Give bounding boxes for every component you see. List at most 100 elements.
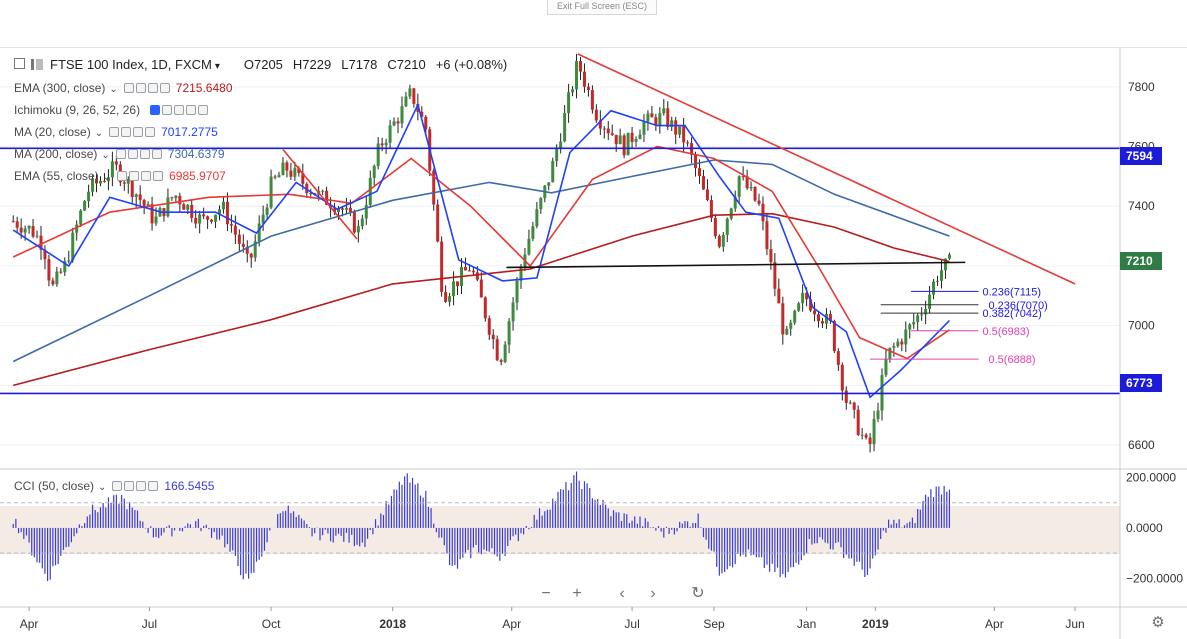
zoom-in-button[interactable]: + bbox=[566, 584, 588, 606]
candle-body bbox=[928, 294, 932, 309]
candle-body bbox=[733, 196, 737, 209]
close-icon[interactable] bbox=[148, 481, 159, 491]
eye-icon[interactable] bbox=[123, 83, 134, 93]
candle-body bbox=[420, 111, 424, 117]
candle-body bbox=[321, 190, 325, 192]
candle-body bbox=[896, 341, 900, 347]
candle-body bbox=[448, 296, 452, 302]
candle-body bbox=[436, 204, 440, 242]
candle-body bbox=[713, 217, 717, 237]
gear-icon[interactable] bbox=[127, 149, 138, 159]
symbol-title[interactable]: FTSE 100 Index, 1D, FXCM bbox=[50, 57, 212, 72]
candle-body bbox=[31, 226, 35, 237]
plus-icon[interactable] bbox=[139, 149, 150, 159]
plus-icon[interactable] bbox=[133, 127, 144, 137]
fib-labels: 0.236(7115) 0.236(7070)0.382(7042) 0.5(698… bbox=[983, 286, 1048, 366]
chevron-down-icon[interactable]: ⌄ bbox=[101, 150, 110, 161]
indicator-label: MA (20, close) bbox=[14, 125, 91, 139]
gear-icon[interactable] bbox=[129, 171, 140, 181]
plus-icon[interactable] bbox=[186, 105, 197, 115]
indicator-cci[interactable]: CCI (50, close) ⌄ 166.5455 bbox=[14, 477, 214, 495]
gear-icon[interactable]: ⚙ bbox=[1147, 613, 1169, 635]
candle-body bbox=[91, 178, 95, 192]
candle-body bbox=[51, 280, 55, 285]
candle-body bbox=[578, 61, 582, 72]
candle-body bbox=[888, 347, 892, 360]
chevron-down-icon[interactable]: ⌄ bbox=[102, 172, 112, 183]
candle-body bbox=[467, 270, 471, 272]
close-icon[interactable] bbox=[159, 83, 170, 93]
gear-icon[interactable] bbox=[124, 481, 135, 491]
candle-body bbox=[408, 88, 412, 97]
chevron-down-icon[interactable]: ⌄ bbox=[109, 84, 118, 95]
reset-chart-button[interactable]: ↻ bbox=[687, 584, 709, 606]
eye-icon[interactable] bbox=[109, 127, 120, 137]
chevron-down-icon[interactable]: ⌄ bbox=[98, 482, 107, 493]
eye-icon[interactable] bbox=[150, 105, 161, 115]
candle-body bbox=[531, 226, 535, 239]
eye-icon[interactable] bbox=[112, 481, 123, 491]
candle-body bbox=[360, 218, 364, 227]
gear-icon[interactable] bbox=[135, 83, 146, 93]
gear-icon[interactable] bbox=[162, 105, 173, 115]
time-tick-label: Jul bbox=[624, 617, 639, 631]
candle-body bbox=[602, 128, 606, 130]
plus-icon[interactable] bbox=[147, 83, 158, 93]
trendline[interactable] bbox=[506, 261, 966, 269]
candle-body bbox=[166, 197, 170, 217]
candle-body bbox=[876, 410, 880, 420]
candle-body bbox=[753, 186, 757, 201]
indicator-ema55[interactable]: EMA (55, close) ⌄ 6985.9707 bbox=[14, 167, 226, 185]
close-icon[interactable] bbox=[198, 105, 209, 115]
candle-body bbox=[106, 177, 110, 182]
time-tick-label: Apr bbox=[502, 617, 521, 631]
candle-body bbox=[594, 109, 598, 121]
trendline[interactable] bbox=[282, 149, 358, 240]
candle-body bbox=[571, 89, 575, 93]
candle-body bbox=[749, 186, 753, 189]
candle-body bbox=[729, 208, 733, 219]
candle-body bbox=[832, 320, 836, 352]
exit-full-screen-button[interactable]: Exit Full Screen (ESC) bbox=[547, 0, 657, 15]
chevron-down-icon[interactable]: ⌄ bbox=[94, 128, 104, 139]
time-tick-label: Jun bbox=[1065, 617, 1084, 631]
candle-body bbox=[59, 271, 63, 273]
chevron-down-icon[interactable]: ▾ bbox=[214, 61, 220, 72]
plus-icon[interactable] bbox=[141, 171, 152, 181]
close-icon[interactable] bbox=[153, 171, 164, 181]
indicator-ichimoku[interactable]: Ichimoku (9, 26, 52, 26) bbox=[14, 101, 214, 119]
zoom-out-button[interactable]: − bbox=[535, 584, 557, 606]
candle-body bbox=[47, 259, 51, 281]
series-line bbox=[12, 102, 950, 399]
eye-icon[interactable] bbox=[115, 149, 126, 159]
candle-body bbox=[55, 271, 59, 285]
close-icon[interactable] bbox=[145, 127, 156, 137]
candle-body bbox=[340, 208, 344, 210]
plus-icon[interactable] bbox=[136, 481, 147, 491]
candle-body bbox=[725, 218, 729, 235]
candle-body bbox=[872, 419, 876, 445]
indicator-ma200[interactable]: MA (200, close) ⌄ 7304.6379 bbox=[14, 145, 225, 163]
scroll-left-button[interactable]: ‹ bbox=[611, 584, 633, 606]
candle-body bbox=[503, 344, 507, 362]
cci-tick-label: 200.0000 bbox=[1126, 471, 1176, 485]
eye-icon[interactable] bbox=[117, 171, 128, 181]
candle-body bbox=[281, 162, 285, 176]
candle-body bbox=[908, 324, 912, 330]
trendline[interactable] bbox=[577, 53, 1076, 285]
scroll-right-button[interactable]: › bbox=[642, 584, 664, 606]
candle-body bbox=[848, 402, 852, 404]
chart-canvas[interactable]: 7800760074007200700068006600 200.00000.0… bbox=[0, 48, 1187, 639]
source-icon[interactable] bbox=[174, 105, 185, 115]
indicator-ema300[interactable]: EMA (300, close) ⌄ 7215.6480 bbox=[14, 79, 233, 97]
candle-body bbox=[245, 246, 249, 254]
candle-body bbox=[214, 214, 218, 222]
close-icon[interactable] bbox=[151, 149, 162, 159]
collapse-legend-icon[interactable] bbox=[14, 58, 25, 69]
gear-icon[interactable] bbox=[121, 127, 132, 137]
indicator-ma20[interactable]: MA (20, close) ⌄ 7017.2775 bbox=[14, 123, 218, 141]
candle-body bbox=[856, 409, 860, 435]
candle-body bbox=[297, 168, 301, 174]
candle-body bbox=[511, 302, 515, 322]
candle-body bbox=[761, 203, 765, 222]
